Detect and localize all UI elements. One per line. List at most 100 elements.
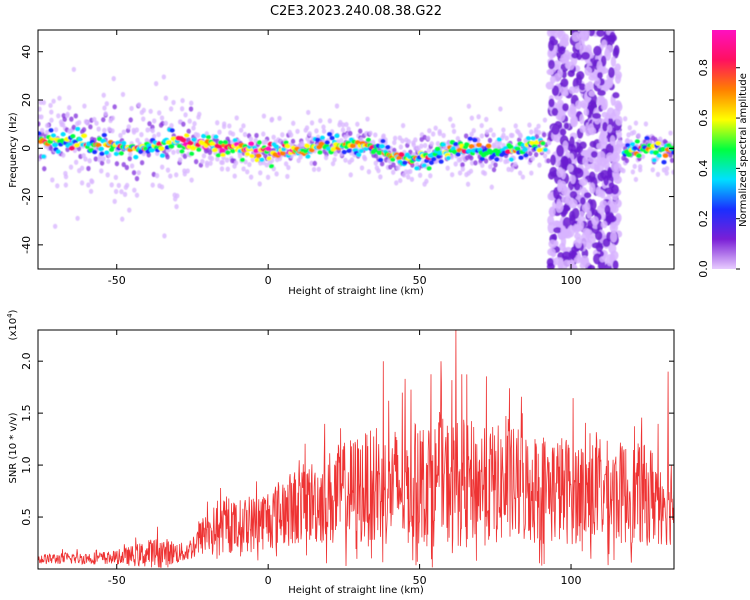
spectrogram-pixel	[157, 110, 162, 116]
spectrogram-pixel	[96, 126, 101, 132]
spectrogram-pixel	[312, 160, 317, 167]
spectrogram-pixel	[610, 204, 619, 214]
spectrogram-pixel	[601, 39, 608, 48]
y-tick-label: 2.0	[20, 352, 33, 370]
spectrogram-pixel	[451, 128, 457, 134]
spectrogram-pixel	[97, 146, 104, 152]
spectrogram-pixel	[652, 150, 659, 156]
spectrogram-pixel	[371, 148, 378, 153]
spectrogram-pixel	[63, 174, 69, 180]
spectrogram-pixel	[159, 153, 166, 158]
y-tick-label: -40	[20, 236, 33, 254]
spectrogram-y-axis-label: Frequency (Hz)	[8, 112, 19, 188]
spectrogram-pixel	[578, 178, 588, 186]
spectrogram-pixel	[631, 129, 637, 135]
spectrogram-pixel	[298, 154, 303, 160]
spectrogram-pixel	[105, 172, 110, 178]
spectrogram-pixel	[562, 259, 571, 267]
spectrogram-pixel	[390, 157, 396, 162]
spectrogram-pixel	[176, 143, 183, 149]
spectrogram-pixel	[99, 151, 105, 157]
spectrogram-pixel	[169, 128, 175, 133]
spectrogram-pixel	[378, 174, 383, 180]
spectrogram-pixel	[307, 131, 312, 137]
spectrogram-pixel	[86, 182, 91, 188]
spectrogram-pixel	[460, 162, 465, 168]
spectrogram-pixel	[119, 189, 124, 195]
spectrogram-pixel	[191, 125, 196, 131]
spectrogram-pixel	[573, 86, 580, 94]
snr-y-scale-label: (x104)	[6, 309, 19, 340]
spectrogram-pixel	[557, 68, 563, 78]
spectrogram-pixel	[491, 167, 497, 173]
spectrogram-pixel	[261, 113, 267, 119]
spectrogram-pixel	[505, 149, 512, 155]
spectrogram-pixel	[484, 129, 490, 135]
spectrogram-pixel	[552, 220, 561, 227]
spectrogram-pixel	[600, 220, 608, 229]
spectrogram-pixel	[126, 124, 132, 130]
spectrogram-pixel	[219, 147, 226, 153]
spectrogram-pixel	[611, 184, 619, 195]
spectrogram-pixel	[521, 147, 528, 152]
x-tick-label: -50	[108, 574, 126, 587]
spectrogram-pixel	[455, 135, 461, 142]
spectrogram-pixel	[169, 122, 174, 129]
spectrogram-pixel	[536, 123, 541, 129]
spectrogram-pixel	[168, 143, 175, 149]
spectrogram-frame	[37, 29, 675, 270]
spectrogram-pixel	[39, 127, 45, 134]
spectrogram-pixel	[112, 198, 117, 204]
spectrogram-pixel	[159, 164, 165, 170]
spectrogram-pixel	[112, 104, 117, 110]
spectrogram-pixel	[560, 231, 569, 238]
spectrogram-pixel	[309, 160, 314, 166]
spectrogram-pixel	[182, 168, 187, 174]
spectrogram-pixel	[68, 164, 74, 170]
spectrogram-pixel	[562, 140, 569, 151]
snr-x-ticks: -50 0 50 100	[108, 330, 582, 587]
spectrogram-pixel	[329, 135, 335, 141]
spectrogram-pixel	[546, 158, 551, 164]
spectrogram-pixel	[607, 215, 617, 223]
spectrogram-pixel	[358, 148, 364, 154]
spectrogram-pixel	[448, 116, 453, 122]
spectrogram-pixel	[156, 141, 163, 147]
spectrogram-pixel	[671, 169, 674, 175]
spectrogram-pixel	[381, 133, 386, 139]
spectrogram-pixel	[379, 143, 386, 149]
spectrogram-pixel	[582, 33, 589, 42]
spectrogram-pixel	[75, 126, 81, 132]
spectrogram-pixel	[643, 121, 649, 127]
spectrogram-pixel	[79, 165, 85, 171]
spectrogram-pixel	[408, 168, 413, 175]
spectrogram-pixel	[513, 161, 518, 167]
spectrogram-pixel	[377, 157, 384, 163]
snr-panel: -50 0 50 100 0.5 1.0 1.5 2.0 Height of straigh…	[6, 309, 675, 596]
spectrogram-pixel	[583, 192, 592, 199]
spectrogram-pixel	[562, 217, 572, 229]
spectrogram-pixel	[463, 133, 469, 139]
spectrogram-pixel	[607, 168, 613, 179]
spectrogram-pixel	[428, 160, 435, 165]
spectrogram-pixel	[606, 107, 616, 119]
spectrogram-pixel	[508, 157, 514, 162]
spectrogram-pixel	[215, 120, 220, 126]
spectrogram-pixel	[224, 157, 230, 163]
spectrogram-pixel	[346, 126, 351, 132]
spectrogram-pixel	[614, 63, 621, 72]
spectrogram-pixel	[576, 219, 584, 232]
spectrogram-pixel	[110, 128, 115, 134]
spectrogram-pixel	[365, 137, 372, 143]
spectrogram-pixel	[165, 154, 170, 160]
spectrogram-pixel	[303, 143, 310, 149]
spectrogram-pixel	[118, 132, 123, 139]
spectrogram-pixel	[180, 97, 185, 104]
spectrogram-pixel	[349, 143, 356, 149]
spectrogram-pixel	[449, 172, 455, 178]
spectrogram-pixel	[73, 159, 79, 165]
spectrogram-pixel	[85, 120, 90, 126]
spectrogram-pixel	[120, 216, 125, 222]
spectrogram-pixel	[147, 121, 152, 127]
spectrogram-pixel	[460, 166, 466, 172]
